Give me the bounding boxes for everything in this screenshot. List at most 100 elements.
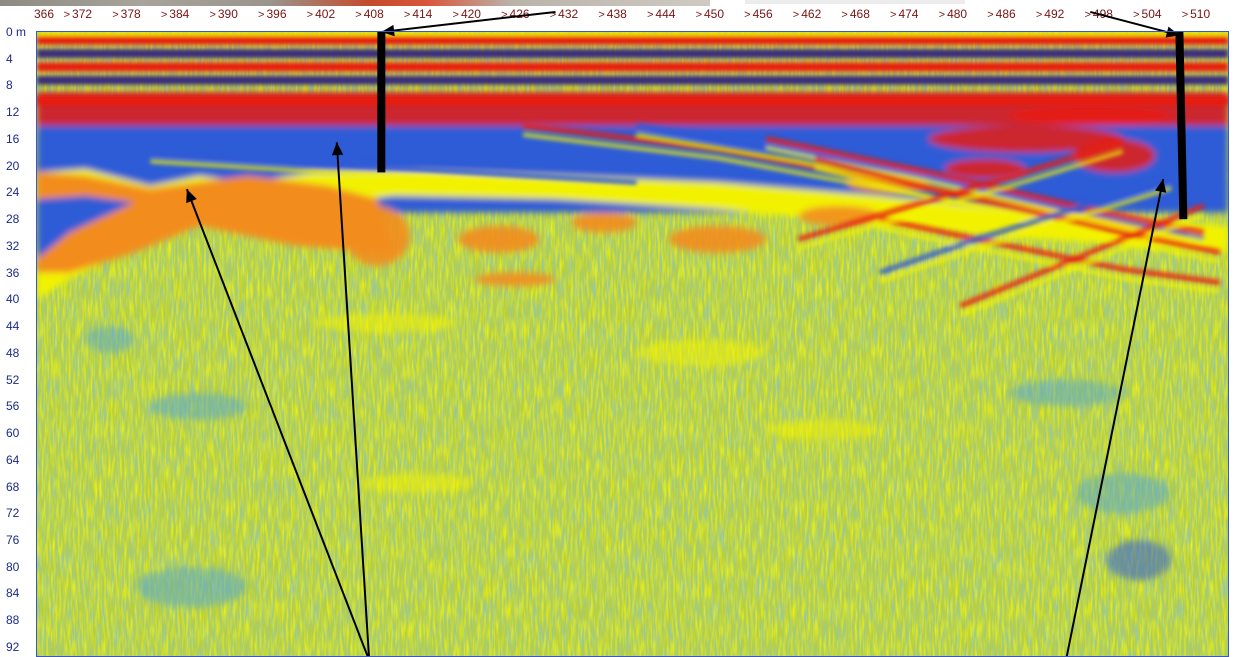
x-tick-value: 486: [995, 7, 1016, 21]
x-tick-value: 432: [558, 7, 579, 21]
dipping-reflector-echo: [798, 149, 1124, 251]
y-tick-label: 28: [6, 212, 20, 227]
x-tick-chevron: >: [1035, 9, 1043, 21]
annotation-arrow-line: [1065, 178, 1165, 657]
left-blue-wedge: [37, 195, 135, 260]
annotation-arrow-head: [331, 142, 344, 156]
x-tick-chevron: >: [403, 9, 411, 21]
x-tick-label: >408: [355, 7, 383, 21]
y-tick-label: 36: [6, 265, 20, 280]
y-tick-label: 56: [6, 399, 20, 414]
x-tick-chevron: >: [160, 9, 168, 21]
x-tick-chevron: >: [355, 9, 362, 21]
x-tick-value: 378: [120, 7, 141, 21]
x-tick-label: >510: [1182, 7, 1210, 21]
y-tick-label: 76: [6, 533, 20, 548]
y-tick-label: 40: [6, 292, 20, 307]
x-tick-value: 402: [315, 7, 336, 21]
x-tick-chevron: >: [792, 9, 800, 21]
x-tick-value: 366: [34, 7, 55, 21]
x-tick-label: >420: [453, 7, 481, 21]
radargram-image: [37, 32, 1228, 657]
y-tick-label: 60: [6, 426, 20, 441]
annotation-arrow-line: [335, 142, 370, 657]
x-tick-label: >504: [1133, 7, 1161, 21]
x-tick-label: >432: [550, 7, 578, 21]
x-tick-label: >474: [890, 7, 918, 21]
annotation-arrow-line: [381, 10, 556, 33]
x-tick-chevron: >: [987, 9, 994, 21]
x-tick-chevron: >: [695, 9, 702, 21]
y-tick-label: 44: [6, 319, 20, 334]
y-tick-label: 32: [6, 238, 20, 253]
x-tick-label: >402: [307, 7, 335, 21]
x-tick-chevron: >: [744, 9, 751, 21]
x-tick-chevron: >: [209, 9, 216, 21]
photo-strip: [0, 0, 1237, 6]
x-tick-label: 366: [34, 7, 54, 21]
x-tick-label: >390: [209, 7, 237, 21]
y-tick-label: 84: [6, 586, 20, 601]
x-tick-chevron: >: [258, 9, 265, 21]
photo-strip-left: [0, 0, 710, 6]
x-tick-value: 390: [217, 7, 238, 21]
annotation-arrow-line: [185, 188, 369, 657]
annotation-arrow-head: [381, 24, 395, 37]
y-tick-label: 88: [6, 613, 20, 628]
dipping-reflector-echo: [879, 226, 1221, 294]
surface-reflector-band: [37, 49, 1228, 59]
red-lens: [1009, 105, 1172, 126]
x-tick-chevron: >: [1084, 9, 1091, 21]
y-tick-label: 80: [6, 559, 20, 574]
x-tick-chevron: >: [1181, 9, 1189, 21]
dipping-reflector-echo: [814, 166, 1221, 264]
annotation-arrow-head: [186, 189, 197, 204]
y-tick-label: 64: [6, 452, 20, 467]
x-tick-value: 438: [606, 7, 627, 21]
y-tick-label: 8: [6, 78, 13, 93]
surface-reflector-band: [37, 75, 1228, 85]
x-tick-chevron: >: [452, 9, 459, 21]
x-tick-label: >414: [404, 7, 432, 21]
orange-lens: [571, 212, 637, 233]
x-tick-value: 420: [460, 7, 481, 21]
x-tick-label: >384: [161, 7, 189, 21]
x-tick-label: >450: [696, 7, 724, 21]
x-tick-chevron: >: [63, 9, 71, 21]
annotation-arrow-head: [1155, 179, 1167, 193]
x-tick-label: >396: [258, 7, 286, 21]
x-tick-value: 414: [412, 7, 433, 21]
orange-lens: [280, 185, 329, 220]
surface-reflector-band: [37, 35, 1228, 45]
y-tick-label: 0 m: [6, 25, 27, 39]
dipping-reflector-echo: [959, 212, 1205, 317]
x-tick-label: >480: [939, 7, 967, 21]
x-tick-chevron: >: [1133, 9, 1140, 21]
red-lens: [928, 125, 1123, 153]
surface-reflector-band: [37, 95, 1228, 105]
x-tick-label: >462: [793, 7, 821, 21]
x-tick-value: 468: [849, 7, 870, 21]
x-tick-label: >468: [841, 7, 869, 21]
orange-lens: [344, 205, 410, 266]
dipping-reflector: [814, 156, 1221, 256]
x-tick-value: 480: [947, 7, 968, 21]
deep-mottle: [134, 566, 248, 607]
x-tick-chevron: >: [549, 9, 557, 21]
x-tick-chevron: >: [890, 9, 897, 21]
deep-mottle: [636, 339, 767, 367]
y-tick-label: 24: [6, 185, 20, 200]
x-tick-value: 474: [898, 7, 919, 21]
x-tick-label: >492: [1036, 7, 1064, 21]
orange-lens: [458, 225, 540, 253]
red-lens: [944, 159, 1026, 180]
x-tick-value: 396: [266, 7, 287, 21]
x-tick-label: >486: [987, 7, 1015, 21]
x-tick-value: 462: [801, 7, 822, 21]
orange-lens: [474, 272, 556, 287]
x-tick-label: >444: [647, 7, 675, 21]
surface-yellow-band: [37, 32, 1228, 37]
y-tick-label: 20: [6, 158, 20, 173]
x-tick-chevron: >: [841, 9, 848, 21]
